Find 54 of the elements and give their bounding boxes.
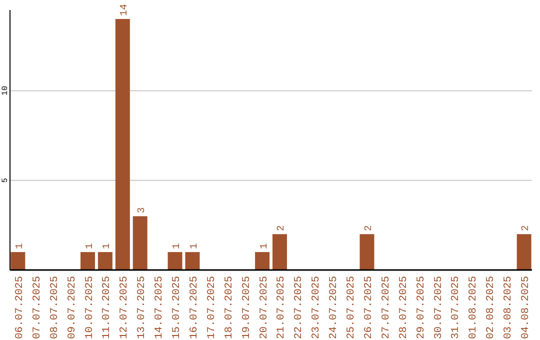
data-label: 2	[364, 225, 375, 232]
bar	[115, 18, 130, 270]
y-tick-label: 10	[1, 86, 10, 96]
x-tick-label: 11.07.2025	[101, 276, 114, 340]
x-tick-label: 22.07.2025	[293, 276, 306, 340]
data-label: 14	[120, 4, 131, 16]
x-tick-label: 07.07.2025	[31, 276, 44, 340]
bar	[98, 252, 112, 270]
x-tick-label: 02.08.2025	[485, 276, 498, 340]
x-tick-label: 25.07.2025	[346, 276, 358, 340]
data-label: 1	[84, 243, 96, 250]
x-tick-label: 08.07.2025	[48, 276, 61, 340]
data-label: 1	[259, 243, 270, 250]
data-label: 1	[14, 243, 26, 250]
x-tick-label: 20.07.2025	[258, 276, 270, 340]
x-tick-label: 24.07.2025	[328, 276, 340, 340]
x-tick-label: 29.07.2025	[415, 276, 428, 340]
bar	[272, 234, 287, 270]
x-tick-label: 23.07.2025	[310, 276, 323, 340]
x-tick-label: 21.07.2025	[276, 276, 288, 340]
bar	[516, 234, 532, 270]
x-tick-label: 04.08.2025	[520, 276, 532, 340]
x-tick-label: 31.07.2025	[450, 276, 462, 340]
x-tick-label: 15.07.2025	[171, 276, 184, 340]
x-tick-label: 18.07.2025	[223, 276, 236, 340]
x-tick-label: 01.08.2025	[468, 276, 480, 340]
bar	[168, 252, 182, 270]
data-label: 1	[189, 243, 200, 250]
bar	[10, 252, 26, 270]
y-tick-label: 5	[1, 178, 10, 183]
x-tick-label: 10.07.2025	[84, 276, 96, 340]
x-tick-label: 19.07.2025	[240, 276, 253, 340]
data-label: 2	[276, 225, 288, 232]
x-tick-label: 30.07.2025	[432, 276, 445, 340]
x-tick-label: 06.07.2025	[14, 276, 26, 340]
x-tick-label: 13.07.2025	[136, 276, 148, 340]
x-tick-label: 14.07.2025	[154, 276, 166, 340]
data-label: 3	[137, 207, 148, 214]
data-label: 1	[102, 243, 114, 250]
bar	[80, 252, 95, 270]
x-tick-label: 28.07.2025	[398, 276, 410, 340]
bar	[360, 234, 374, 270]
x-tick-label: 12.07.2025	[118, 276, 131, 340]
x-tick-label: 03.08.2025	[502, 276, 515, 340]
x-tick-label: 16.07.2025	[188, 276, 200, 340]
x-tick-label: 27.07.2025	[380, 276, 392, 340]
x-tick-label: 09.07.2025	[66, 276, 78, 340]
x-tick-label: 26.07.2025	[362, 276, 375, 340]
bar	[255, 252, 270, 270]
x-tick-label: 17.07.2025	[206, 276, 218, 340]
bar	[132, 216, 148, 270]
bar	[185, 252, 200, 270]
data-label: 1	[172, 243, 184, 250]
data-label: 2	[521, 225, 532, 232]
